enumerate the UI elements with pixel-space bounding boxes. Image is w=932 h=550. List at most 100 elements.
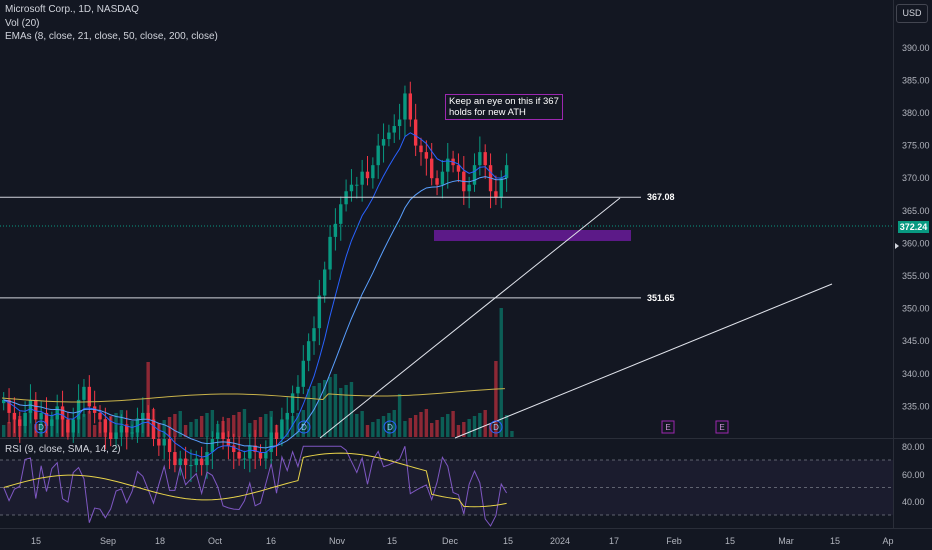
volume-bar [173, 414, 177, 437]
dividend-marker[interactable] [383, 420, 397, 434]
volume-bar [456, 425, 461, 437]
candle-body[interactable] [328, 236, 332, 270]
candle-body[interactable] [173, 452, 177, 466]
candle-body[interactable] [371, 165, 375, 179]
trend-line[interactable] [319, 197, 621, 439]
candle-body[interactable] [419, 145, 423, 153]
symbol-legend[interactable]: Microsoft Corp., 1D, NASDAQ [5, 4, 139, 15]
ema-legend[interactable]: EMAs (8, close, 21, close, 50, close, 20… [5, 31, 218, 42]
candle-body[interactable] [12, 412, 17, 420]
dividend-marker[interactable] [34, 420, 48, 434]
volume-legend[interactable]: Vol (20) [5, 18, 40, 29]
candle-body[interactable] [306, 341, 311, 361]
candle-body[interactable] [199, 458, 204, 466]
volume-bar [264, 414, 268, 437]
candle-body[interactable] [76, 399, 81, 420]
candle-body[interactable] [387, 132, 391, 140]
candle-body[interactable] [440, 171, 445, 185]
annotation-note[interactable]: Keep an eye on this if 367 holds for new… [445, 94, 563, 120]
candle-body[interactable] [355, 184, 359, 186]
candle-body[interactable] [178, 458, 182, 466]
dividend-marker[interactable] [297, 420, 311, 434]
rsi-ma-line [3, 452, 507, 508]
candle-body[interactable] [365, 171, 370, 179]
candle-body[interactable] [381, 139, 386, 146]
price-tick-label: 335.00 [902, 401, 930, 411]
volume-bar [92, 425, 97, 437]
candle-body[interactable] [323, 269, 327, 296]
candle-body[interactable] [301, 360, 305, 387]
volume-bar [18, 416, 22, 437]
volume-bar [242, 409, 247, 437]
candle-body[interactable] [339, 204, 343, 224]
candle-body[interactable] [39, 412, 43, 420]
candle-body[interactable] [290, 393, 295, 413]
candle-body[interactable] [397, 119, 402, 127]
candle-body[interactable] [296, 386, 300, 394]
candle-body[interactable] [403, 93, 407, 120]
earnings-marker[interactable] [661, 420, 675, 434]
candle-body[interactable] [413, 119, 418, 146]
currency-button[interactable]: USD [896, 4, 928, 23]
candle-body[interactable] [157, 439, 161, 446]
trend-line[interactable] [454, 283, 833, 439]
candle-body[interactable] [344, 191, 348, 205]
candle-body[interactable] [360, 171, 364, 185]
resistance-zone[interactable] [434, 230, 631, 241]
rsi-line [3, 445, 508, 527]
candle-body[interactable] [435, 178, 439, 185]
candle-body[interactable] [237, 452, 241, 459]
candle-body[interactable] [82, 386, 86, 400]
candle-body[interactable] [456, 165, 461, 172]
earnings-marker[interactable] [715, 420, 729, 434]
candle-body[interactable] [424, 152, 429, 159]
candle-body[interactable] [194, 458, 198, 466]
time-tick-label: Feb [666, 536, 682, 546]
dividend-marker[interactable] [489, 420, 503, 434]
candle-body[interactable] [499, 178, 503, 198]
candle-body[interactable] [210, 439, 215, 453]
volume-bar [253, 420, 257, 437]
scale-arrow-icon[interactable] [895, 243, 899, 249]
candle-body[interactable] [483, 152, 487, 166]
candle-body[interactable] [189, 465, 193, 467]
candle-body[interactable] [253, 445, 257, 453]
candle-body[interactable] [472, 165, 477, 185]
candle-body[interactable] [467, 184, 471, 192]
candle-body[interactable] [183, 458, 188, 466]
candle-body[interactable] [242, 458, 247, 460]
candle-body[interactable] [504, 165, 509, 179]
candle-body[interactable] [167, 439, 172, 453]
candle-body[interactable] [232, 445, 236, 453]
candle-body[interactable] [376, 145, 380, 166]
volume-bar [397, 394, 402, 437]
candle-body[interactable] [333, 223, 338, 237]
candle-body[interactable] [2, 399, 6, 404]
candle-body[interactable] [205, 452, 209, 466]
volume-bar [451, 411, 455, 437]
candle-body[interactable] [349, 184, 354, 192]
candle-body[interactable] [317, 295, 322, 329]
rsi-legend[interactable]: RSI (9, close, SMA, 14, 2) [5, 444, 121, 455]
candle-body[interactable] [7, 399, 11, 413]
volume-bar [317, 383, 322, 437]
candle-body[interactable] [446, 158, 450, 172]
candle-body[interactable] [392, 126, 396, 133]
candle-body[interactable] [285, 412, 289, 420]
candle-body[interactable] [264, 452, 268, 459]
price-tick-label: 380.00 [902, 108, 930, 118]
candle-body[interactable] [430, 158, 434, 179]
candle-body[interactable] [162, 439, 166, 446]
candle-body[interactable] [258, 452, 263, 459]
candle-body[interactable] [408, 93, 412, 120]
candle-body[interactable] [87, 386, 91, 407]
candle-body[interactable] [98, 412, 102, 420]
candle-body[interactable] [494, 191, 498, 198]
candle-body[interactable] [312, 328, 316, 342]
candle-body[interactable] [28, 399, 33, 413]
candle-body[interactable] [34, 399, 38, 420]
candle-body[interactable] [248, 445, 252, 459]
candle-body[interactable] [478, 152, 482, 166]
candle-body[interactable] [269, 432, 273, 453]
